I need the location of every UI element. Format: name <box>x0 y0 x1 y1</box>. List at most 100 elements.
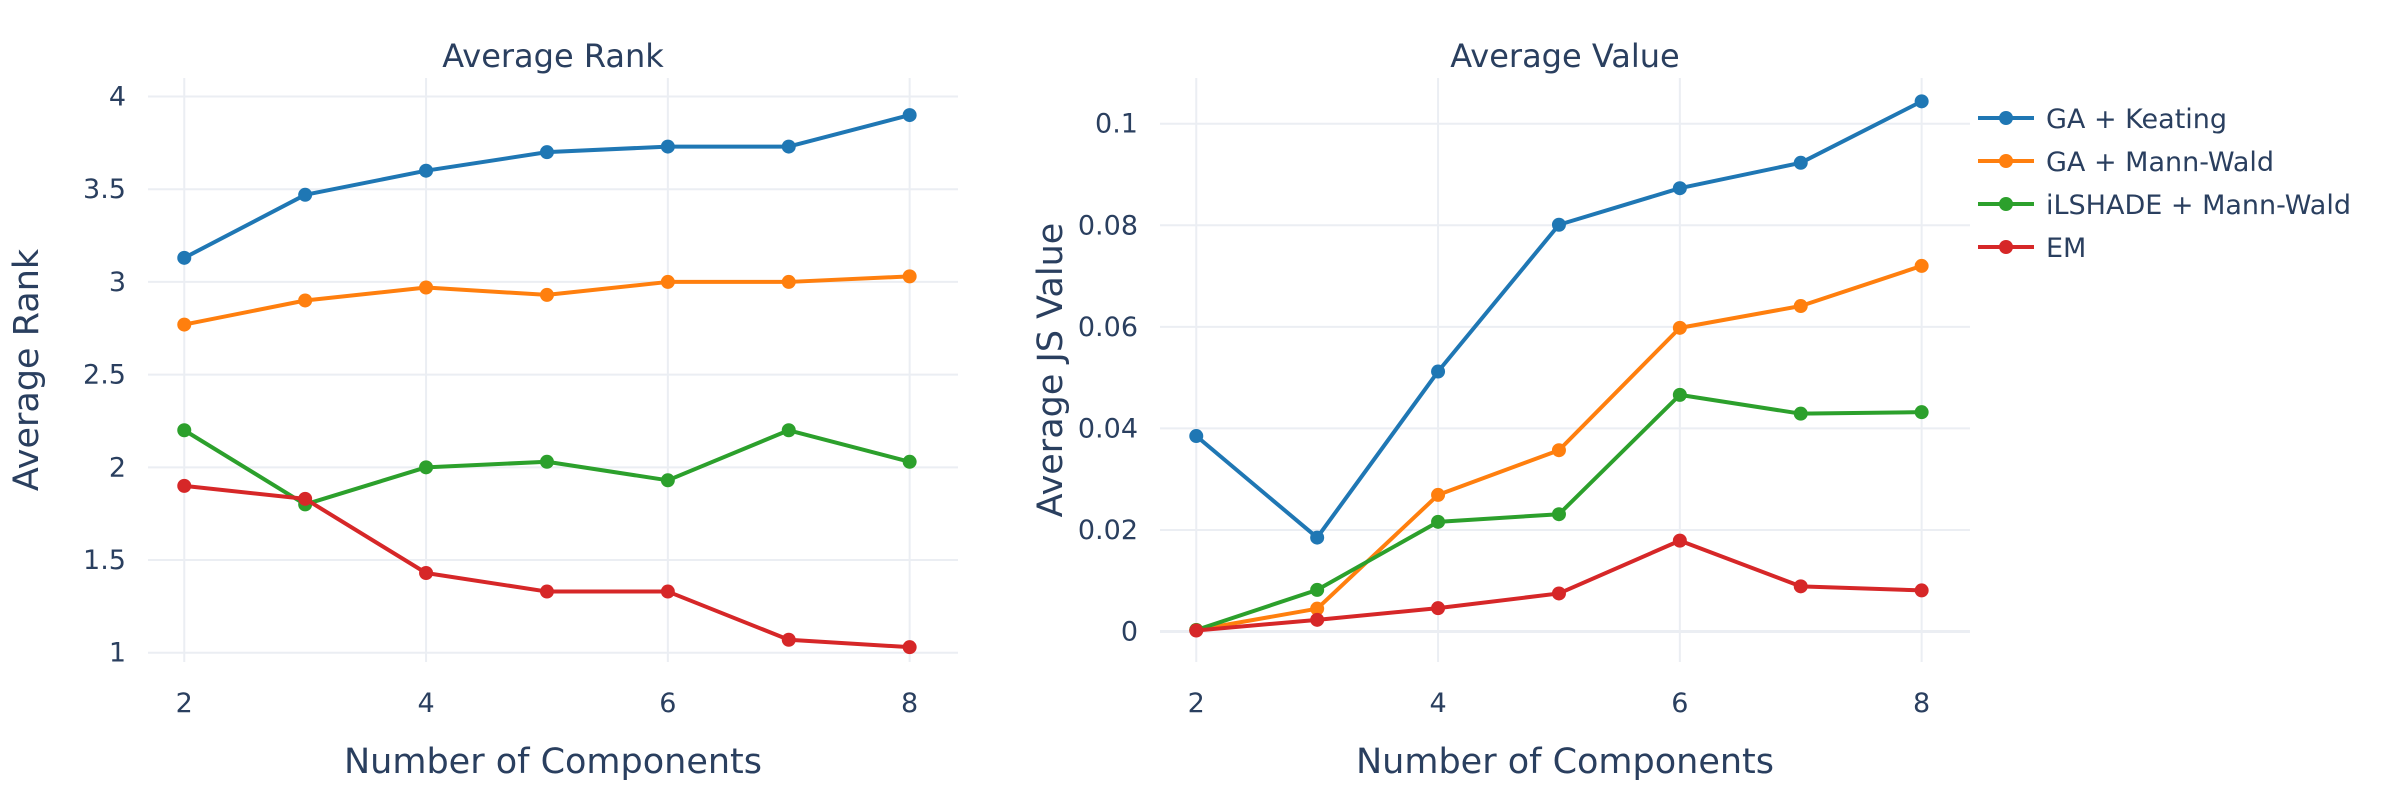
y-tick-label: 2.5 <box>83 360 126 391</box>
data-point <box>781 139 796 154</box>
series-em <box>1189 533 1929 638</box>
x-tick-label: 6 <box>659 688 676 719</box>
data-point <box>1551 507 1566 522</box>
data-point <box>539 454 554 469</box>
y-tick-label: 0.1 <box>1095 109 1138 140</box>
data-point <box>1431 487 1446 502</box>
x-tick-label: 8 <box>1913 688 1930 719</box>
series-ga-keating <box>177 108 917 265</box>
series-ga-mann-wald <box>1189 258 1929 638</box>
y-tick-label: 3.5 <box>83 174 126 205</box>
data-point <box>419 566 434 581</box>
data-point <box>1431 601 1446 616</box>
y-tick-label: 1.5 <box>83 545 126 576</box>
series-line <box>183 113 911 260</box>
y-tick-label: 0.02 <box>1078 515 1138 546</box>
data-point <box>1793 406 1808 421</box>
legend-item[interactable]: GA + Mann-Wald <box>1978 147 2274 178</box>
y-axis-title: Average JS Value <box>1031 223 1071 518</box>
data-point <box>1672 387 1687 402</box>
legend-label: GA + Keating <box>2046 104 2227 135</box>
series-em <box>177 478 917 655</box>
data-point <box>902 640 917 655</box>
series-ga-mann-wald <box>177 269 917 332</box>
data-point <box>177 250 192 265</box>
data-point <box>1189 429 1204 444</box>
subplot-title: Average Value <box>1450 37 1679 75</box>
series-ga-keating <box>1189 94 1929 545</box>
data-point <box>1551 443 1566 458</box>
data-point <box>781 423 796 438</box>
data-point <box>1914 583 1929 598</box>
y-tick-label: 0 <box>1121 617 1138 648</box>
legend-swatch-marker <box>1999 197 2013 211</box>
y-tick-label: 0.06 <box>1078 312 1138 343</box>
data-point <box>1310 582 1325 597</box>
data-point <box>539 287 554 302</box>
data-point <box>1551 217 1566 232</box>
legend-swatch-marker <box>1999 240 2013 254</box>
data-point <box>1431 364 1446 379</box>
x-tick-label: 2 <box>176 688 193 719</box>
x-tick-label: 4 <box>1429 688 1446 719</box>
data-point <box>177 317 192 332</box>
data-point <box>1310 530 1325 545</box>
x-tick-label: 2 <box>1188 688 1205 719</box>
data-point <box>781 632 796 647</box>
data-point <box>177 478 192 493</box>
data-point <box>1551 586 1566 601</box>
data-point <box>419 280 434 295</box>
data-point <box>1793 155 1808 170</box>
x-axis-title: Number of Components <box>1356 742 1774 782</box>
data-point <box>1672 533 1687 548</box>
data-point <box>1672 320 1687 335</box>
data-point <box>660 139 675 154</box>
data-point <box>660 274 675 289</box>
data-point <box>660 473 675 488</box>
legend-label: EM <box>2046 233 2086 264</box>
data-point <box>1793 299 1808 314</box>
y-axis-title: Average Rank <box>7 248 47 491</box>
data-point <box>177 423 192 438</box>
data-point <box>1914 258 1929 273</box>
data-point <box>539 145 554 160</box>
series-line <box>1196 538 1922 633</box>
data-point <box>298 187 313 202</box>
data-point <box>298 491 313 506</box>
y-tick-label: 0.08 <box>1078 210 1138 241</box>
data-point <box>781 274 796 289</box>
legend-item[interactable]: EM <box>1978 233 2086 264</box>
data-point <box>660 584 675 599</box>
data-point <box>902 269 917 284</box>
chart-legend: GA + Keating GA + Mann-Wald iLSHADE + Mann… <box>1978 104 2351 264</box>
y-tick-label: 3 <box>109 267 126 298</box>
data-point <box>1431 514 1446 529</box>
subplot-2: 0 0.02 0.04 0.06 0.08 0.1 2 4 6 8 Average Value Num… <box>1031 37 1970 782</box>
subplot-title: Average Rank <box>442 37 664 75</box>
legend-swatch-marker <box>1999 111 2013 125</box>
legend-item[interactable]: GA + Keating <box>1978 104 2227 135</box>
y-tick-label: 0.04 <box>1078 413 1138 444</box>
data-point <box>298 293 313 308</box>
y-tick-label: 2 <box>109 452 126 483</box>
data-point <box>419 163 434 178</box>
y-tick-label: 4 <box>109 82 126 113</box>
series-line <box>1194 99 1923 540</box>
x-tick-label: 4 <box>417 688 434 719</box>
data-point <box>539 584 554 599</box>
data-point <box>1310 601 1325 616</box>
y-tick-label: 1 <box>109 638 126 669</box>
x-tick-label: 8 <box>901 688 918 719</box>
legend-swatch-marker <box>1999 154 2013 168</box>
data-point <box>1672 181 1687 196</box>
data-point <box>1914 405 1929 420</box>
series-line <box>184 483 910 650</box>
legend-item[interactable]: iLSHADE + Mann-Wald <box>1978 190 2351 221</box>
data-point <box>1310 612 1325 627</box>
x-tick-label: 6 <box>1671 688 1688 719</box>
data-point <box>1914 94 1929 109</box>
x-axis-title: Number of Components <box>344 742 762 782</box>
data-point <box>902 108 917 123</box>
